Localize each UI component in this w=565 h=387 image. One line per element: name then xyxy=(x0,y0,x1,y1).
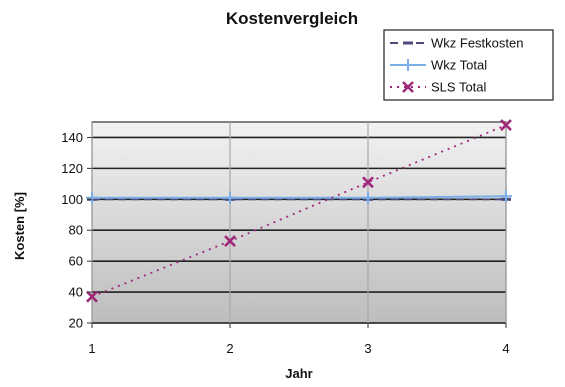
legend-item: SLS Total xyxy=(390,80,487,95)
series-2 xyxy=(86,119,512,303)
x-tick-label: 2 xyxy=(226,341,233,356)
legend-item: Wkz Festkosten xyxy=(390,36,523,51)
marker-stroke xyxy=(362,176,374,189)
legend-marker xyxy=(402,59,414,71)
series-line xyxy=(92,195,507,199)
data-point xyxy=(362,191,374,204)
y-axis-ticks: 20 40 60 80 100 120 140 xyxy=(61,130,92,331)
data-point xyxy=(86,290,98,303)
plot-area xyxy=(91,121,507,324)
data-point xyxy=(86,191,98,204)
data-point xyxy=(500,119,512,132)
y-tick-label: 100 xyxy=(61,192,83,207)
legend-item: Wkz Total xyxy=(390,58,487,73)
y-axis-label: Kosten [%] xyxy=(12,192,27,260)
legend-marker xyxy=(402,81,414,93)
data-point xyxy=(224,191,236,204)
plot-background xyxy=(91,121,507,324)
legend-label: SLS Total xyxy=(431,80,487,95)
y-tick-label: 20 xyxy=(69,316,83,331)
marker-stroke xyxy=(500,119,512,132)
chart-title: Kostenvergleich xyxy=(226,9,358,28)
x-tick-label: 4 xyxy=(502,341,509,356)
y-tick-label: 80 xyxy=(69,223,83,238)
legend-label: Wkz Festkosten xyxy=(431,36,523,51)
marker-stroke xyxy=(402,81,414,93)
y-tick-label: 60 xyxy=(69,254,83,269)
x-axis-label: Jahr xyxy=(285,366,312,381)
series-1 xyxy=(86,190,512,204)
y-tick-label: 140 xyxy=(61,130,83,145)
data-point xyxy=(362,176,374,189)
marker-stroke xyxy=(86,290,98,303)
x-axis-ticks: 1 2 3 4 xyxy=(88,323,510,356)
y-tick-label: 120 xyxy=(61,161,83,176)
legend: Wkz Festkosten Wkz Total SLS Total xyxy=(383,29,554,101)
y-tick-label: 40 xyxy=(69,285,83,300)
marker-stroke xyxy=(224,235,236,247)
data-point xyxy=(224,235,236,247)
legend-label: Wkz Total xyxy=(431,58,487,73)
series-layer xyxy=(86,119,512,303)
x-tick-label: 1 xyxy=(88,341,95,356)
grid-lines xyxy=(91,122,507,324)
data-point xyxy=(500,190,512,203)
x-tick-label: 3 xyxy=(364,341,371,356)
